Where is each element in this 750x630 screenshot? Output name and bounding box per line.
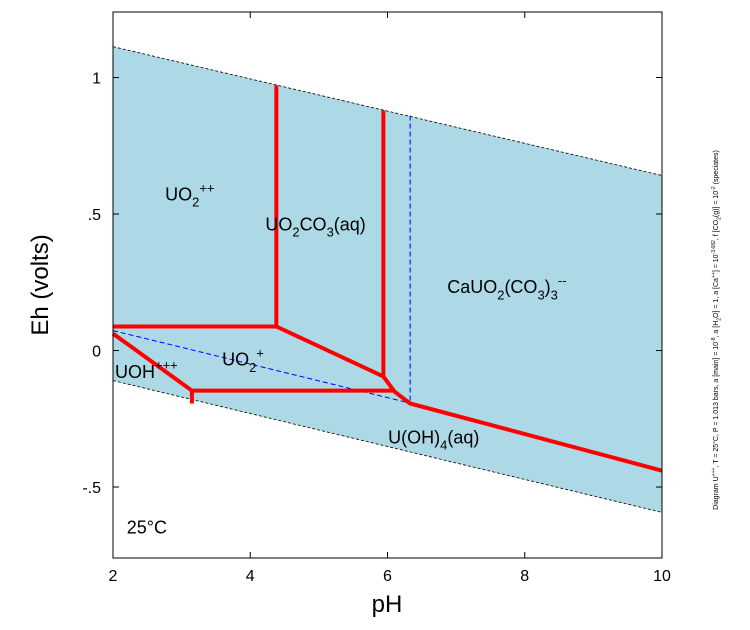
text-run: ] = 10 [713,254,720,272]
superscript: ++ [199,180,214,195]
superscript: +++ [155,358,178,373]
y-tick-label: 0 [92,344,101,361]
y-tick-label: 1 [92,71,101,88]
text-run: O] = 1, a [Ca [713,278,720,318]
subscript: 2 [497,287,504,302]
text-run: UO [165,184,192,204]
subscript: 4 [440,438,447,453]
subscript: 2 [292,225,299,240]
field-label: UOH+++ [115,358,178,382]
subscript: 3 [551,287,558,302]
water-field [113,46,662,513]
x-tick-label: 2 [109,568,118,585]
field-label: UO2++ [165,180,214,209]
superscript: +++ [711,467,717,476]
x-tick-label: 6 [383,568,392,585]
superscript: -3.682 [711,240,717,254]
subscript: 2 [249,360,256,375]
text-run: (speciates) [713,150,720,186]
text-run: , f [CO [713,219,720,240]
text-run: UOH [115,362,155,382]
water-limit [112,46,663,176]
y-tick-label: .5 [88,207,101,224]
text-run: (aq) [447,427,479,447]
x-axis-label: pH [372,591,403,618]
text-run: (CO [504,277,537,297]
text-run: ) [545,277,551,297]
text-run: , T = 25°C, P = 1.013 bars, a [main] = 1… [712,342,720,468]
field-label: UO2CO3(aq) [265,214,365,239]
y-axis-label: Eh (volts) [27,234,54,335]
text-run: UO [265,214,292,234]
text-run: CO [300,214,327,234]
subscript: 2 [716,217,722,220]
field-label: U(OH)4(aq) [388,427,479,452]
field-label: 25°C [127,517,167,537]
water-limit [112,380,663,513]
subscript: 2 [716,318,722,321]
condition-note: Diagram U+++, T = 25°C, P = 1.013 bars, … [711,150,723,510]
subscript: 3 [537,287,544,302]
y-tick-label: -.5 [82,480,101,497]
x-tick-label: 4 [246,568,255,585]
x-tick-label: 10 [653,568,671,585]
subscript: 2 [192,195,199,210]
field-label: UO2+ [222,345,264,374]
field-boundary [113,324,385,379]
field-boundary [381,110,663,473]
superscript: -2 [711,186,717,191]
text-run: (g)] = 10 [713,191,720,217]
field-label: CaUO2(CO3)3-- [447,273,566,302]
superscript: -- [558,273,567,288]
superscript: + [256,345,264,360]
superscript: -8 [711,337,717,342]
subscript: 3 [327,225,334,240]
text-run: U(OH) [388,427,440,447]
superscript: ++ [711,272,717,278]
text-run: CaUO [447,277,497,297]
text-run: Diagram U [713,476,720,509]
text-run: UO [222,350,249,370]
text-run: , a [H [713,321,720,338]
field-boundary [111,331,194,404]
text-run: 25°C [127,517,167,537]
x-tick-label: 8 [520,568,529,585]
text-run: (aq) [334,214,366,234]
